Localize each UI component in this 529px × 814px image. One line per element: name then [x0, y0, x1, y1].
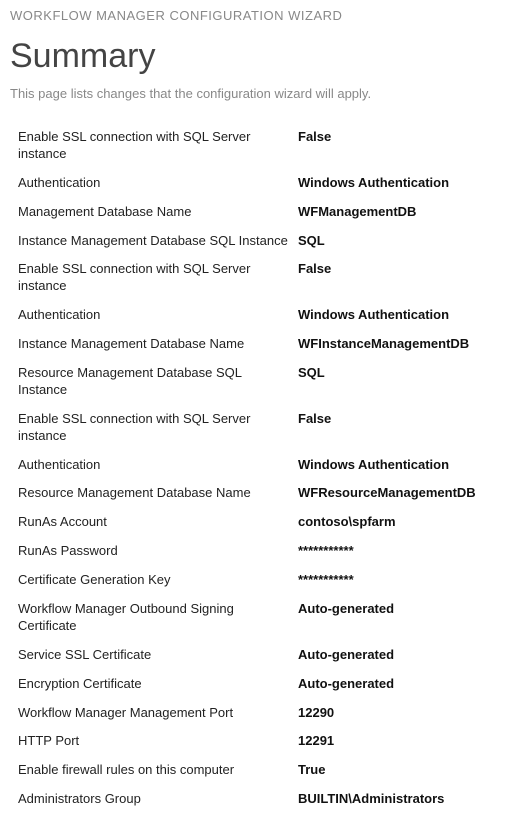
- setting-value: ***********: [298, 537, 519, 566]
- setting-value: Windows Authentication: [298, 451, 519, 480]
- setting-label: Instance Management Database Name: [10, 330, 298, 359]
- setting-value: False: [298, 123, 519, 169]
- setting-label: Management Database Name: [10, 198, 298, 227]
- table-row: Instance Management Database NameWFInsta…: [10, 330, 519, 359]
- settings-table: Enable SSL connection with SQL Server in…: [10, 123, 519, 814]
- setting-label: RunAs Password: [10, 537, 298, 566]
- table-row: Certificate Generation Key***********: [10, 566, 519, 595]
- wizard-header: WORKFLOW MANAGER CONFIGURATION WIZARD: [10, 8, 519, 23]
- table-row: Resource Management Database NameWFResou…: [10, 479, 519, 508]
- setting-value: Auto-generated: [298, 595, 519, 641]
- setting-value: 12291: [298, 727, 519, 756]
- page-description: This page lists changes that the configu…: [10, 86, 519, 101]
- table-row: AuthenticationWindows Authentication: [10, 301, 519, 330]
- setting-value: Windows Authentication: [298, 169, 519, 198]
- setting-value: WFManagementDB: [298, 198, 519, 227]
- table-row: Enable firewall rules on this computerTr…: [10, 756, 519, 785]
- setting-label: HTTP Port: [10, 727, 298, 756]
- setting-label: Resource Management Database Name: [10, 479, 298, 508]
- table-row: Enable SSL connection with SQL Server in…: [10, 255, 519, 301]
- table-row: Enable SSL connection with SQL Server in…: [10, 123, 519, 169]
- setting-value: Auto-generated: [298, 670, 519, 699]
- table-row: Management Database NameWFManagementDB: [10, 198, 519, 227]
- setting-value: WFInstanceManagementDB: [298, 330, 519, 359]
- setting-value: False: [298, 255, 519, 301]
- table-row: Encryption CertificateAuto-generated: [10, 670, 519, 699]
- setting-label: Resource Management Database SQL Instanc…: [10, 359, 298, 405]
- setting-label: Workflow Manager Outbound Signing Certif…: [10, 595, 298, 641]
- table-row: Administrators GroupBUILTIN\Administrato…: [10, 785, 519, 814]
- setting-label: Authentication: [10, 451, 298, 480]
- table-row: Service SSL CertificateAuto-generated: [10, 641, 519, 670]
- table-row: AuthenticationWindows Authentication: [10, 451, 519, 480]
- table-row: Workflow Manager Management Port12290: [10, 699, 519, 728]
- setting-value: Windows Authentication: [298, 301, 519, 330]
- table-row: RunAs Password***********: [10, 537, 519, 566]
- setting-value: True: [298, 756, 519, 785]
- setting-label: Authentication: [10, 169, 298, 198]
- setting-value: SQL: [298, 359, 519, 405]
- setting-label: RunAs Account: [10, 508, 298, 537]
- setting-label: Encryption Certificate: [10, 670, 298, 699]
- table-row: Resource Management Database SQL Instanc…: [10, 359, 519, 405]
- page-title: Summary: [10, 37, 519, 76]
- setting-label: Administrators Group: [10, 785, 298, 814]
- setting-value: 12290: [298, 699, 519, 728]
- setting-label: Enable SSL connection with SQL Server in…: [10, 123, 298, 169]
- table-row: Instance Management Database SQL Instanc…: [10, 227, 519, 256]
- table-row: Workflow Manager Outbound Signing Certif…: [10, 595, 519, 641]
- table-row: Enable SSL connection with SQL Server in…: [10, 405, 519, 451]
- setting-label: Instance Management Database SQL Instanc…: [10, 227, 298, 256]
- setting-label: Authentication: [10, 301, 298, 330]
- setting-label: Enable firewall rules on this computer: [10, 756, 298, 785]
- setting-label: Enable SSL connection with SQL Server in…: [10, 405, 298, 451]
- setting-value: BUILTIN\Administrators: [298, 785, 519, 814]
- table-row: HTTP Port12291: [10, 727, 519, 756]
- setting-value: Auto-generated: [298, 641, 519, 670]
- setting-value: False: [298, 405, 519, 451]
- setting-value: ***********: [298, 566, 519, 595]
- setting-value: contoso\spfarm: [298, 508, 519, 537]
- setting-value: WFResourceManagementDB: [298, 479, 519, 508]
- setting-value: SQL: [298, 227, 519, 256]
- setting-label: Certificate Generation Key: [10, 566, 298, 595]
- setting-label: Enable SSL connection with SQL Server in…: [10, 255, 298, 301]
- setting-label: Workflow Manager Management Port: [10, 699, 298, 728]
- setting-label: Service SSL Certificate: [10, 641, 298, 670]
- table-row: RunAs Accountcontoso\spfarm: [10, 508, 519, 537]
- table-row: AuthenticationWindows Authentication: [10, 169, 519, 198]
